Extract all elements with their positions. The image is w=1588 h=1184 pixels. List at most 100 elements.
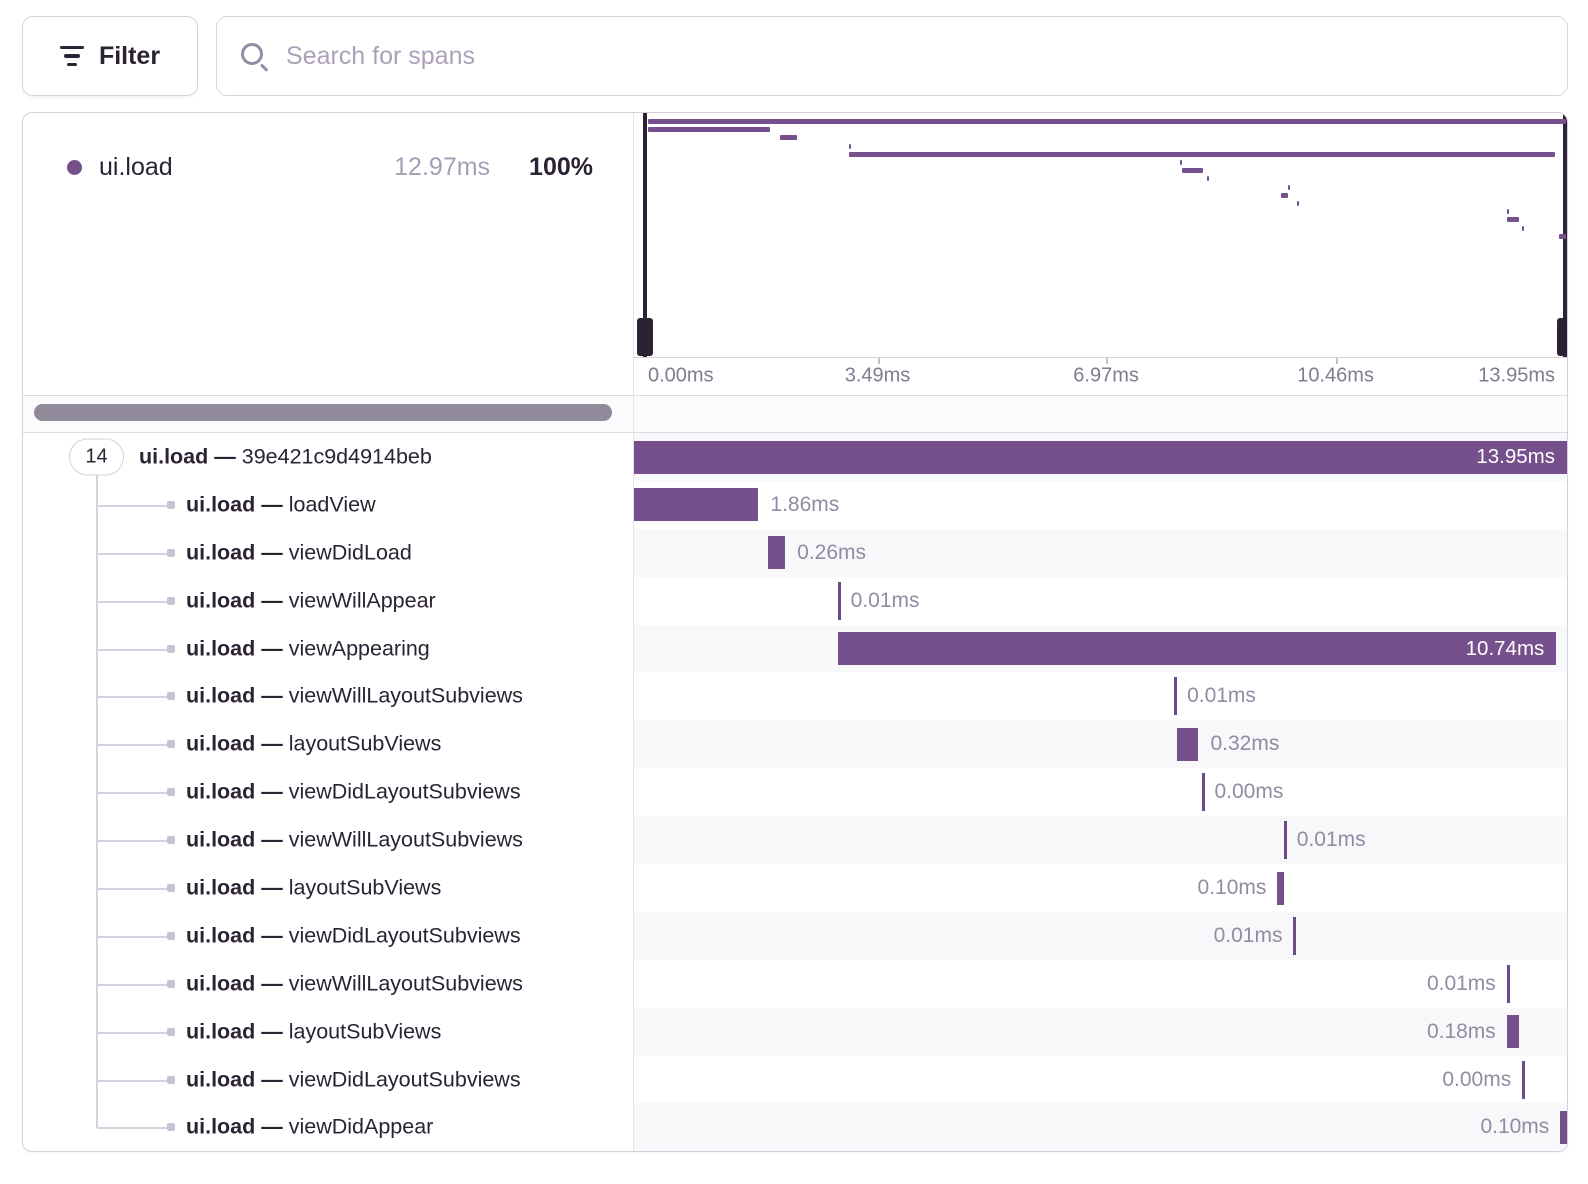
span-row[interactable]: ui.load — layoutSubViews 0.10ms	[23, 864, 1567, 912]
span-duration-bar[interactable]	[1560, 1110, 1567, 1144]
span-duration-bar[interactable]	[837, 581, 841, 620]
minimap-span	[779, 135, 797, 141]
span-duration-bar[interactable]	[1174, 677, 1178, 716]
tree-bullet	[167, 931, 175, 940]
span-duration-label: 0.00ms	[1442, 1067, 1512, 1091]
span-op-label: ui.load	[99, 153, 173, 181]
search-box[interactable]	[216, 16, 1568, 96]
span-bar-cell[interactable]: 0.01ms	[634, 960, 1567, 1008]
span-row[interactable]: ui.load — layoutSubViews 0.18ms	[23, 1007, 1567, 1056]
minimap-span	[1506, 209, 1509, 215]
span-row[interactable]: ui.load — viewWillLayoutSubviews 0.01ms	[23, 672, 1567, 721]
span-row[interactable]: 14 ui.load — 39e421c9d4914beb 13.95ms	[23, 433, 1567, 481]
span-duration-label: 0.32ms	[1210, 732, 1280, 756]
tree-connector-line	[97, 504, 169, 507]
span-bar-cell[interactable]: 10.74ms	[634, 624, 1567, 673]
span-tree-cell[interactable]: ui.load — viewDidLayoutSubviews	[23, 911, 634, 960]
span-duration-label: 0.01ms	[1187, 684, 1256, 708]
span-name-label: ui.load — layoutSubViews	[186, 731, 442, 756]
axis-tick-mark	[877, 357, 880, 364]
span-bar-cell[interactable]: 0.00ms	[634, 1056, 1567, 1104]
search-icon	[241, 42, 269, 72]
span-bar-cell[interactable]: 0.32ms	[634, 720, 1567, 769]
span-bar-cell[interactable]: 0.01ms	[634, 911, 1567, 960]
span-row[interactable]: ui.load — viewWillLayoutSubviews 0.01ms	[23, 816, 1567, 865]
span-row[interactable]: ui.load — viewDidLoad 0.26ms	[23, 528, 1567, 577]
span-tree-cell[interactable]: ui.load — viewDidLayoutSubviews	[23, 1055, 634, 1104]
span-row[interactable]: ui.load — viewWillAppear 0.01ms	[23, 576, 1567, 625]
span-row[interactable]: ui.load — layoutSubViews 0.32ms	[23, 720, 1567, 769]
span-duration-bar[interactable]	[1284, 821, 1288, 860]
tree-connector-line	[97, 648, 169, 651]
span-tree-cell[interactable]: ui.load — layoutSubViews	[23, 720, 634, 769]
tree-bullet	[167, 883, 175, 892]
span-row[interactable]: ui.load — viewDidLayoutSubviews 0.00ms	[23, 1055, 1567, 1104]
span-duration-bar[interactable]	[1506, 1015, 1519, 1049]
tree-connector-line	[97, 552, 169, 555]
trace-minimap[interactable]	[634, 113, 1567, 357]
span-duration-bar[interactable]	[1293, 916, 1297, 955]
minimap-span	[1182, 168, 1204, 174]
tree-connector-line	[97, 887, 169, 890]
child-count-badge[interactable]: 14	[69, 438, 124, 476]
span-bar-cell[interactable]: 0.01ms	[634, 816, 1567, 865]
span-duration-label: 13.95ms	[1476, 445, 1555, 468]
span-duration-bar[interactable]	[767, 536, 786, 570]
span-tree-cell[interactable]: ui.load — viewWillLayoutSubviews	[23, 959, 634, 1008]
span-duration-bar[interactable]	[1506, 964, 1510, 1003]
horizontal-scrollbar[interactable]	[34, 404, 612, 421]
span-bar-cell[interactable]: 0.10ms	[634, 1103, 1567, 1151]
tree-bullet	[167, 596, 175, 605]
filter-button[interactable]: Filter	[22, 16, 198, 96]
span-tree-cell[interactable]: 14 ui.load — 39e421c9d4914beb	[23, 433, 634, 481]
span-bar-cell[interactable]: 0.01ms	[634, 672, 1567, 720]
span-name-label: ui.load — viewDidLayoutSubviews	[186, 923, 521, 948]
span-tree-cell[interactable]: ui.load — viewAppearing	[23, 624, 634, 673]
span-duration-bar[interactable]	[634, 488, 759, 522]
span-tree-cell[interactable]: ui.load — viewWillLayoutSubviews	[23, 672, 634, 721]
span-tree-cell[interactable]: ui.load — layoutSubViews	[23, 864, 634, 912]
minimap-right-drag-handle[interactable]	[1557, 318, 1567, 356]
span-legend-row[interactable]: ui.load 12.97ms 100%	[67, 153, 593, 182]
span-tree-cell[interactable]: ui.load — layoutSubViews	[23, 1007, 634, 1056]
span-bar-cell[interactable]: 0.18ms	[634, 1007, 1567, 1056]
span-bar-cell[interactable]: 13.95ms	[634, 433, 1567, 481]
span-row[interactable]: ui.load — viewDidAppear 0.10ms	[23, 1103, 1567, 1151]
span-bar-cell[interactable]: 0.01ms	[634, 577, 1567, 625]
span-duration-bar[interactable]	[1522, 1060, 1526, 1099]
span-name-label: ui.load — viewDidAppear	[186, 1114, 434, 1139]
tree-bullet	[167, 979, 175, 988]
span-row[interactable]: ui.load — viewDidLayoutSubviews 0.01ms	[23, 911, 1567, 960]
span-duration-bar[interactable]	[1277, 871, 1285, 905]
span-row[interactable]: ui.load — viewDidLayoutSubviews 0.00ms	[23, 768, 1567, 817]
tree-bullet	[167, 1075, 175, 1084]
span-name-label: ui.load — viewDidLayoutSubviews	[186, 779, 521, 804]
minimap-left-drag-handle[interactable]	[637, 318, 653, 356]
span-bar-cell[interactable]: 0.10ms	[634, 864, 1567, 912]
span-tree-cell[interactable]: ui.load — viewWillLayoutSubviews	[23, 816, 634, 865]
span-tree-cell[interactable]: ui.load — viewDidLoad	[23, 528, 634, 577]
axis-tick-label: 6.97ms	[1073, 364, 1139, 387]
span-duration-bar[interactable]: 13.95ms	[634, 440, 1567, 474]
span-tree-cell[interactable]: ui.load — viewDidAppear	[23, 1103, 634, 1151]
tree-connector-line	[97, 792, 169, 795]
span-duration-label: 0.00ms	[1214, 780, 1284, 804]
span-duration-label: 0.26ms	[797, 540, 867, 564]
span-tree-cell[interactable]: ui.load — viewWillAppear	[23, 576, 634, 625]
span-duration-label: 0.18ms	[1426, 1019, 1496, 1043]
span-row[interactable]: ui.load — loadView 1.86ms	[23, 480, 1567, 529]
span-row[interactable]: ui.load — viewWillLayoutSubviews 0.01ms	[23, 959, 1567, 1008]
minimap-span	[1287, 184, 1290, 190]
span-bar-cell[interactable]: 0.26ms	[634, 528, 1567, 577]
span-duration-bar[interactable]: 10.74ms	[837, 632, 1557, 666]
search-input[interactable]	[286, 41, 1543, 71]
span-bar-cell[interactable]: 1.86ms	[634, 481, 1567, 529]
span-tree-cell[interactable]: ui.load — viewDidLayoutSubviews	[23, 768, 634, 817]
span-duration-bar[interactable]	[1202, 773, 1206, 812]
span-row[interactable]: ui.load — viewAppearing 10.74ms	[23, 624, 1567, 673]
span-waterfall: 14 ui.load — 39e421c9d4914beb 13.95ms ui.lo…	[23, 433, 1567, 1151]
span-bar-cell[interactable]: 0.00ms	[634, 768, 1567, 816]
span-tree-cell[interactable]: ui.load — loadView	[23, 480, 634, 529]
span-duration-bar[interactable]	[1177, 727, 1199, 761]
axis-tick-mark	[1335, 357, 1338, 364]
